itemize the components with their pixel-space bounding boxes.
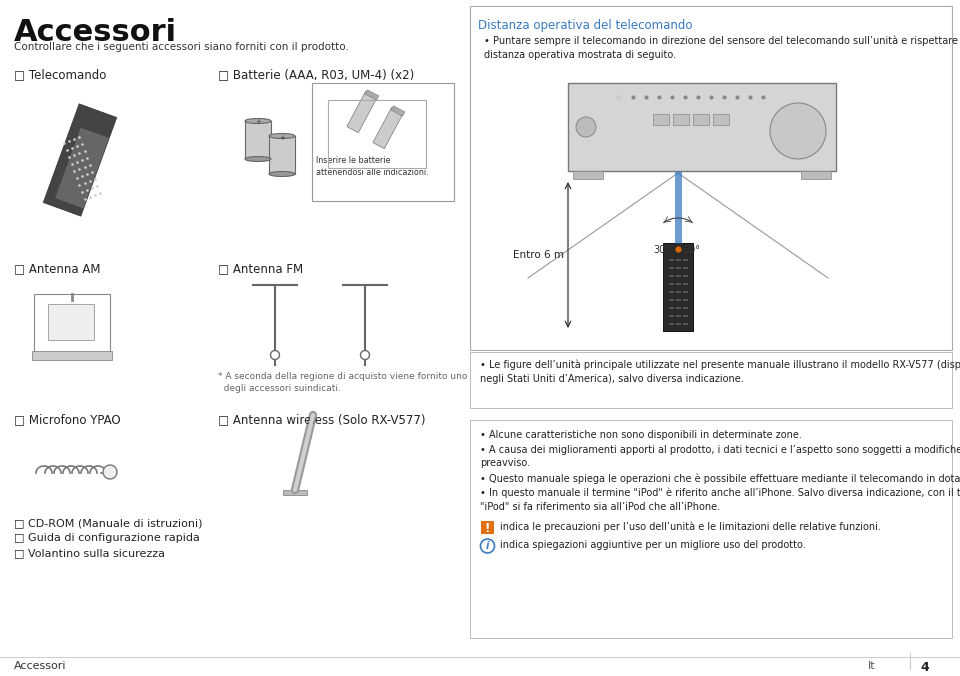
Polygon shape [365,90,379,100]
Bar [312,83,454,201]
Bar [34,294,110,352]
Bar [676,306,681,309]
Text: It: It [868,661,876,671]
Polygon shape [55,128,108,208]
Circle shape [576,117,596,137]
Text: • In questo manuale il termine "iPod" è riferito anche all’iPhone. Salvo diversa: • In questo manuale il termine "iPod" è … [480,488,960,512]
Text: !: ! [485,521,491,535]
Bar [713,114,729,125]
Text: □ Guida di configurazione rapida: □ Guida di configurazione rapida [14,533,200,543]
Bar [683,258,687,261]
Bar [683,266,687,269]
Bar [470,420,952,638]
Bar [668,314,674,317]
Bar [668,258,674,261]
Polygon shape [43,104,117,216]
Circle shape [770,103,826,159]
Bar [573,171,603,179]
Polygon shape [372,107,403,149]
Text: □ Antenna AM: □ Antenna AM [14,262,101,275]
Text: □ Microfono YPAO: □ Microfono YPAO [14,413,121,426]
Polygon shape [347,91,377,132]
Bar [676,291,681,293]
Bar [32,351,112,360]
Text: * A seconda della regione di acquisto viene fornito uno
  degli accessori suindi: * A seconda della regione di acquisto vi… [218,372,468,393]
Bar [673,114,689,125]
Circle shape [361,350,370,360]
Bar [683,306,687,309]
Text: Accessori: Accessori [14,18,178,47]
Bar [676,283,681,285]
Bar [668,322,674,325]
Circle shape [271,350,279,360]
Text: □ Antenna wireless (Solo RX-V577): □ Antenna wireless (Solo RX-V577) [218,413,425,426]
Text: • Puntare sempre il telecomando in direzione del sensore del telecomando sull’un: • Puntare sempre il telecomando in direz… [484,36,960,59]
Bar [269,136,295,174]
Text: 4: 4 [920,661,928,674]
Bar [481,521,494,534]
Bar [48,304,94,340]
Bar [683,291,687,293]
Bar [668,274,674,277]
Text: indica spiegazioni aggiuntive per un migliore uso del prodotto.: indica spiegazioni aggiuntive per un mig… [500,540,805,550]
Ellipse shape [269,133,295,139]
Text: □ Telecomando: □ Telecomando [14,68,107,81]
Bar [663,243,693,331]
Bar [676,322,681,325]
Text: • A causa dei miglioramenti apporti al prodotto, i dati tecnici e l’aspetto sono: • A causa dei miglioramenti apporti al p… [480,445,960,468]
Ellipse shape [245,157,271,162]
Bar [470,6,952,350]
Bar [676,258,681,261]
Text: □ Volantino sulla sicurezza: □ Volantino sulla sicurezza [14,548,165,558]
Polygon shape [391,105,405,116]
Bar [801,171,831,179]
Bar [683,322,687,325]
Text: +: + [279,135,285,141]
Bar [668,299,674,301]
Bar [245,121,271,159]
Bar [683,283,687,285]
Bar [668,266,674,269]
Text: Entro 6 m: Entro 6 m [513,250,564,260]
Text: □ Batterie (AAA, R03, UM-4) (x2): □ Batterie (AAA, R03, UM-4) (x2) [218,68,415,81]
Text: Distanza operativa del telecomando: Distanza operativa del telecomando [478,19,692,32]
Bar [568,83,836,171]
Bar [676,266,681,269]
Text: 30°: 30° [653,245,670,255]
Text: +: + [255,120,261,126]
Text: □ Antenna FM: □ Antenna FM [218,262,303,275]
Bar [683,314,687,317]
Bar [683,299,687,301]
Bar [668,283,674,285]
Text: i: i [486,541,490,551]
Text: indica le precauzioni per l’uso dell’unità e le limitazioni delle relative funzi: indica le precauzioni per l’uso dell’uni… [500,522,881,533]
Bar [283,490,307,495]
Bar [676,274,681,277]
Text: Controllare che i seguenti accessori siano forniti con il prodotto.: Controllare che i seguenti accessori sia… [14,42,348,52]
Ellipse shape [269,172,295,176]
Bar [653,114,669,125]
Bar [328,100,426,168]
Text: □ CD-ROM (Manuale di istruzioni): □ CD-ROM (Manuale di istruzioni) [14,518,203,528]
Circle shape [103,465,117,479]
Text: Accessori: Accessori [14,661,66,671]
Bar [470,352,952,408]
Bar [668,306,674,309]
Text: • Le figure dell’unità principale utilizzate nel presente manuale illustrano il : • Le figure dell’unità principale utiliz… [480,360,960,384]
Text: • Questo manuale spiega le operazioni che è possibile effettuare mediante il tel: • Questo manuale spiega le operazioni ch… [480,473,960,483]
Text: • Alcune caratteristiche non sono disponibili in determinate zone.: • Alcune caratteristiche non sono dispon… [480,430,802,440]
Ellipse shape [245,118,271,124]
Circle shape [481,539,494,553]
Bar [668,291,674,293]
Text: 30°: 30° [683,245,700,255]
Text: Inserire le batterie
attenendosi alle indicazioni.: Inserire le batterie attenendosi alle in… [316,156,428,177]
Bar [676,314,681,317]
Bar [676,299,681,301]
Bar [693,114,709,125]
Bar [683,274,687,277]
